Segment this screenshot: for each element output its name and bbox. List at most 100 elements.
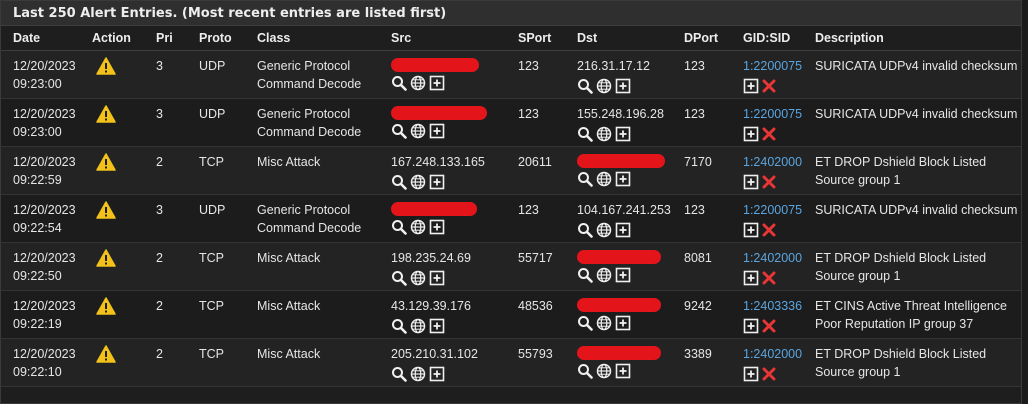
dst-icon-group <box>577 78 672 96</box>
plus-box-icon[interactable] <box>743 270 762 286</box>
col-proto[interactable]: Proto <box>187 26 245 51</box>
gid-sid-link[interactable]: 1:2402000 <box>743 347 803 361</box>
plus-box-icon[interactable] <box>429 174 448 190</box>
gid-sid-link[interactable]: 1:2402000 <box>743 251 803 265</box>
red-x-icon[interactable] <box>762 222 779 237</box>
globe-icon[interactable] <box>410 270 429 286</box>
plus-box-icon[interactable] <box>743 174 762 190</box>
plus-box-icon[interactable] <box>743 222 762 238</box>
sport-cell: 123 <box>506 50 565 99</box>
alert-description-line1: SURICATA UDPv4 invalid checksum <box>815 59 1018 73</box>
alert-row: 12/20/2023 09:22:54 3 UDP Generic Protoc… <box>1 194 1021 243</box>
red-x-icon[interactable] <box>762 78 779 93</box>
alert-time: 09:22:10 <box>13 365 62 379</box>
plus-box-icon[interactable] <box>615 78 634 94</box>
alert-protocol: TCP <box>199 347 224 361</box>
gid-sid-link[interactable]: 1:2200075 <box>743 203 803 217</box>
red-x-icon[interactable] <box>762 126 779 141</box>
search-icon[interactable] <box>391 366 410 382</box>
search-icon[interactable] <box>391 123 410 139</box>
globe-icon[interactable] <box>410 366 429 382</box>
gid-sid-link[interactable]: 1:2200075 <box>743 59 803 73</box>
rule-icon-group <box>743 366 803 384</box>
red-x-icon[interactable] <box>762 174 779 189</box>
alert-source-ip: 43.129.39.176 <box>391 299 471 313</box>
plus-box-icon[interactable] <box>615 363 634 379</box>
alert-class-line1: Misc Attack <box>257 251 321 265</box>
plus-box-icon[interactable] <box>615 267 634 283</box>
plus-box-icon[interactable] <box>429 219 448 235</box>
plus-box-icon[interactable] <box>615 315 634 331</box>
col-dport[interactable]: DPort <box>672 26 731 51</box>
col-sport[interactable]: SPort <box>506 26 565 51</box>
warning-icon <box>96 249 116 270</box>
search-icon[interactable] <box>577 267 596 283</box>
col-src[interactable]: Src <box>379 26 506 51</box>
proto-cell: UDP <box>187 194 245 243</box>
rule-icon-group <box>743 126 803 144</box>
plus-box-icon[interactable] <box>615 222 634 238</box>
red-x-icon[interactable] <box>762 270 779 285</box>
search-icon[interactable] <box>577 78 596 94</box>
gidsid-cell: 1:2200075 <box>731 194 803 243</box>
search-icon[interactable] <box>577 171 596 187</box>
globe-icon[interactable] <box>410 75 429 91</box>
col-description[interactable]: Description <box>803 26 1021 51</box>
search-icon[interactable] <box>577 363 596 379</box>
plus-box-icon[interactable] <box>429 75 448 91</box>
col-gidsid[interactable]: GID:SID <box>731 26 803 51</box>
gid-sid-link[interactable]: 1:2403336 <box>743 299 803 313</box>
globe-icon[interactable] <box>596 171 615 187</box>
sport-cell: 123 <box>506 98 565 147</box>
search-icon[interactable] <box>577 315 596 331</box>
warning-icon <box>96 105 116 126</box>
plus-box-icon[interactable] <box>743 366 762 382</box>
pri-cell: 2 <box>144 146 187 195</box>
plus-box-icon[interactable] <box>429 366 448 382</box>
search-icon[interactable] <box>577 222 596 238</box>
red-x-icon[interactable] <box>762 366 779 381</box>
search-icon[interactable] <box>391 174 410 190</box>
dport-cell: 123 <box>672 50 731 99</box>
dst-icon-group <box>577 222 672 240</box>
search-icon[interactable] <box>391 75 410 91</box>
globe-icon[interactable] <box>596 363 615 379</box>
col-pri[interactable]: Pri <box>144 26 187 51</box>
plus-box-icon[interactable] <box>615 126 634 142</box>
globe-icon[interactable] <box>596 78 615 94</box>
alert-date: 12/20/2023 <box>13 59 76 73</box>
class-cell: Generic Protocol Command Decode <box>245 194 379 243</box>
red-x-icon[interactable] <box>762 318 779 333</box>
globe-icon[interactable] <box>596 267 615 283</box>
plus-box-icon[interactable] <box>429 270 448 286</box>
search-icon[interactable] <box>391 219 410 235</box>
gid-sid-link[interactable]: 1:2402000 <box>743 155 803 169</box>
search-icon[interactable] <box>577 126 596 142</box>
globe-icon[interactable] <box>410 174 429 190</box>
search-icon[interactable] <box>391 270 410 286</box>
globe-icon[interactable] <box>596 315 615 331</box>
plus-box-icon[interactable] <box>615 171 634 187</box>
globe-icon[interactable] <box>410 219 429 235</box>
alert-row: 12/20/2023 09:23:00 3 UDP Generic Protoc… <box>1 98 1021 147</box>
alert-description-line2: Poor Reputation IP group 37 <box>815 317 974 331</box>
col-dst[interactable]: Dst <box>565 26 672 51</box>
class-cell: Misc Attack <box>245 242 379 291</box>
plus-box-icon[interactable] <box>743 126 762 142</box>
col-action[interactable]: Action <box>80 26 144 51</box>
search-icon[interactable] <box>391 318 410 334</box>
globe-icon[interactable] <box>410 318 429 334</box>
globe-icon[interactable] <box>596 126 615 142</box>
gid-sid-link[interactable]: 1:2200075 <box>743 107 803 121</box>
plus-box-icon[interactable] <box>743 318 762 334</box>
alert-time: 09:22:50 <box>13 269 62 283</box>
globe-icon[interactable] <box>596 222 615 238</box>
gidsid-cell: 1:2402000 <box>731 146 803 195</box>
plus-box-icon[interactable] <box>743 78 762 94</box>
col-date[interactable]: Date <box>1 26 80 51</box>
col-class[interactable]: Class <box>245 26 379 51</box>
plus-box-icon[interactable] <box>429 318 448 334</box>
plus-box-icon[interactable] <box>429 123 448 139</box>
alert-date: 12/20/2023 <box>13 107 76 121</box>
globe-icon[interactable] <box>410 123 429 139</box>
